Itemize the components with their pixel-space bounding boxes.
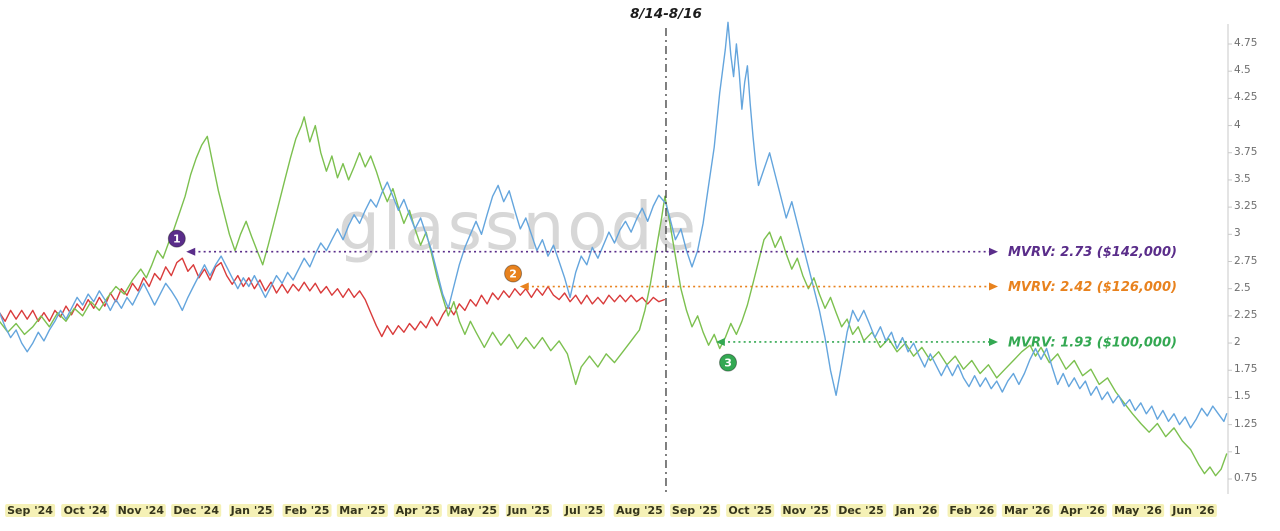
marker-circle-3 <box>719 353 738 372</box>
y-tick-label: 4.5 <box>1234 64 1251 77</box>
x-tick-label: Aug '25 <box>614 504 665 517</box>
arrowhead-right-icon <box>989 337 998 346</box>
marker-number-2: 2 <box>509 267 517 280</box>
marker-circle-2 <box>504 264 523 283</box>
x-tick-label: May '26 <box>1112 504 1164 517</box>
x-tick-label: Mar '26 <box>1002 504 1053 517</box>
arrowhead-left-icon <box>715 337 725 346</box>
marker-circle-1 <box>167 229 186 248</box>
x-tick-label: Nov '25 <box>780 504 831 517</box>
y-tick-label: 3.25 <box>1234 200 1258 213</box>
x-tick-label: Feb '25 <box>282 504 332 517</box>
series-line-red <box>0 257 665 338</box>
x-tick-label: Jan '26 <box>893 504 940 517</box>
y-tick-label: 1 <box>1234 444 1241 457</box>
x-tick-label: Jan '25 <box>228 504 275 517</box>
x-tick-label: Apr '26 <box>1058 504 1107 517</box>
x-tick-label: Sep '25 <box>669 504 720 517</box>
x-axis: Sep '24 Oct '24 Nov '24 Dec '24 Jan '25 Feb '… <box>0 504 1280 526</box>
x-tick-label: Sep '24 <box>5 504 55 517</box>
y-tick-label: 1.75 <box>1234 363 1258 376</box>
y-tick-label: 2.25 <box>1234 308 1258 321</box>
y-tick-label: 4.75 <box>1234 37 1258 49</box>
y-tick-label: 1.5 <box>1234 390 1251 403</box>
x-tick-label: Apr '25 <box>393 504 442 517</box>
y-tick-label: 4 <box>1234 118 1241 131</box>
y-tick-label: 2 <box>1234 336 1241 349</box>
y-tick-label: 2.5 <box>1234 281 1251 294</box>
marker-number-3: 3 <box>724 357 732 370</box>
annotation-label-2: MVRV: 2.42 ($126,000) <box>1008 280 1177 295</box>
x-tick-label: Jun '26 <box>1170 504 1217 517</box>
event-date-label: 8/14-8/16 <box>630 6 702 22</box>
arrowhead-right-icon <box>989 282 998 291</box>
arrowhead-right-icon <box>989 247 998 256</box>
x-tick-label: Dec '24 <box>171 504 221 517</box>
y-tick-label: 3.5 <box>1234 172 1251 185</box>
x-tick-label: Oct '25 <box>726 504 775 517</box>
x-tick-label: Nov '24 <box>115 504 167 517</box>
x-tick-label: Feb '26 <box>947 504 997 517</box>
y-tick-label: 3.75 <box>1234 145 1258 158</box>
annotation-label-1: MVRV: 2.73 ($142,000) <box>1008 245 1177 260</box>
x-tick-label: Jun '25 <box>505 504 552 517</box>
arrowhead-left-icon <box>186 247 196 256</box>
annotation-label-3: MVRV: 1.93 ($100,000) <box>1008 335 1177 350</box>
y-tick-label: 4.25 <box>1234 91 1258 104</box>
y-tick-label: 2.75 <box>1234 254 1258 267</box>
series-line-blue <box>0 21 1228 429</box>
arrowhead-left-icon <box>519 282 529 291</box>
x-tick-label: Oct '24 <box>61 504 110 517</box>
x-tick-label: Dec '25 <box>836 504 886 517</box>
x-tick-label: May '25 <box>447 504 500 517</box>
y-tick-label: 1.25 <box>1234 417 1258 430</box>
x-tick-label: Jul '25 <box>562 504 606 517</box>
y-tick-label: 0.75 <box>1234 472 1258 484</box>
x-tick-label: Mar '25 <box>337 504 388 517</box>
marker-number-1: 1 <box>173 233 181 246</box>
y-tick-label: 3 <box>1234 227 1241 240</box>
y-axis: 4.75 4.5 4.25 4 3.75 3.5 3.25 3 2.75 2.5 2.25 2 1.75… <box>1234 0 1278 531</box>
series-line-green <box>0 116 1228 477</box>
